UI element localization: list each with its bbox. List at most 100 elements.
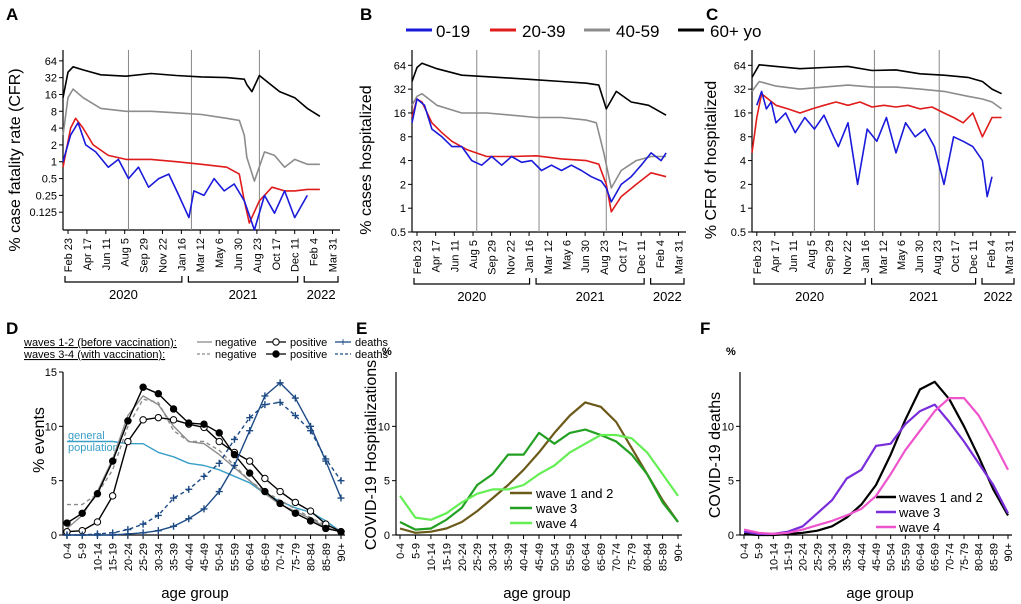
x-tick-label-d-5: 25-29 (138, 543, 150, 571)
year-label-c-1: 2021 (909, 289, 938, 304)
x-tick-label-a-10: Aug 23 (252, 238, 264, 273)
marker-d-4-16 (306, 517, 315, 525)
ylabel-e: COVID-19 Hospitalizations (363, 360, 380, 550)
x-tick-label-a-3: Aug 5 (120, 238, 132, 267)
x-tick-label-f-17: 85-89 (988, 543, 1000, 571)
year-bracket-b-0 (413, 278, 531, 285)
x-tick-label-d-11: 55-59 (229, 543, 241, 571)
x-tick-label-c-9: Jun 30 (914, 240, 926, 273)
marker-d-6-3 (109, 529, 117, 537)
marker-d-6-13 (261, 401, 269, 409)
marker-d-6-1 (78, 531, 86, 539)
marker-d-6-15 (291, 411, 299, 419)
marker-d-6-18 (337, 477, 345, 485)
x-tick-label-f-16: 80-84 (974, 543, 986, 571)
y-tick-label-c-7: 0.5 (731, 227, 746, 239)
marker-d-4-14 (276, 499, 284, 508)
y-tick-label-a-3: 8 (51, 106, 57, 118)
y-tick-label-c-2: 16 (734, 108, 746, 120)
series-line-f-2 (743, 397, 1009, 536)
marker-d-5-8 (185, 515, 193, 523)
series-line-d-0 (67, 440, 342, 533)
x-tick-label-e-10: 50-54 (549, 543, 561, 571)
x-tick-label-d-15: 75-79 (290, 543, 302, 571)
marker-d-4-15 (291, 509, 300, 517)
marker-d-3-13 (261, 474, 269, 483)
y-tick-label-a-9: 0.125 (29, 207, 57, 219)
x-tick-label-f-6: 30-34 (827, 543, 839, 571)
x-tick-label-a-4: Sep 29 (139, 238, 151, 273)
panel-letter-a: A (6, 5, 18, 24)
x-tick-label-b-11: Oct 17 (617, 240, 629, 272)
legend-label-0-19: 0-19 (436, 22, 470, 41)
y-tick-label-f-0: 0 (728, 530, 734, 542)
legend-d: waves 1-2 (before vaccination): waves 3-… (23, 335, 389, 361)
x-tick-label-b-13: Feb 4 (655, 240, 667, 268)
y-tick-label-a-0: 64 (45, 56, 57, 68)
series-line-a-3 (62, 121, 308, 231)
x-tick-label-f-12: 60-64 (915, 543, 927, 571)
y-tick-label-e-1: 5 (384, 476, 390, 488)
x-tick-label-e-17: 85-89 (658, 543, 670, 571)
legend-e-label-1: wave 1 and 2 (535, 486, 613, 501)
general-population-label-1: general (68, 430, 105, 442)
x-tick-label-e-18: 90+ (673, 543, 685, 562)
x-tick-label-d-17: 85-89 (321, 543, 333, 571)
x-tick-label-c-13: Feb 4 (986, 240, 998, 268)
x-tick-label-c-11: Oct 17 (950, 240, 962, 272)
legend-e-label-3: wave 4 (535, 516, 577, 531)
legend-d-deaths12-marker: + (339, 335, 346, 349)
x-tick-label-d-2: 10-14 (92, 543, 104, 571)
x-tick-label-e-11: 55-59 (565, 543, 577, 571)
x-tick-label-f-11: 55-59 (900, 543, 912, 571)
xlabel-d: age group (161, 585, 229, 602)
y-tick-label-c-0: 64 (734, 60, 746, 72)
legend-d-waves12: waves 1-2 (before vaccination): (23, 337, 177, 349)
legend-e: wave 1 and 2 wave 3 wave 4 (510, 486, 613, 531)
series-line-e-0 (399, 401, 679, 534)
marker-d-4-1 (78, 509, 86, 517)
x-tick-label-c-7: Mar 12 (878, 240, 890, 274)
x-tick-label-d-10: 50-54 (214, 543, 226, 571)
year-label-a-1: 2021 (229, 287, 258, 302)
x-tick-label-f-10: 50-54 (886, 543, 898, 571)
series-line-c-1 (751, 80, 1003, 110)
marker-d-5-11 (230, 461, 238, 469)
series-line-b-2 (411, 98, 667, 213)
unit-f: % (726, 346, 736, 358)
series-line-f-1 (743, 403, 1009, 536)
year-bracket-a-2 (303, 276, 339, 283)
x-tick-label-e-16: 80-84 (642, 543, 654, 571)
series-line-d-2 (67, 398, 342, 532)
x-tick-label-b-2: Jun 11 (449, 240, 461, 272)
x-tick-label-e-0: 0-4 (395, 543, 407, 559)
x-tick-label-e-4: 20-24 (457, 543, 469, 571)
marker-d-4-12 (245, 469, 254, 477)
x-tick-label-c-12: Dec 11 (968, 240, 980, 274)
year-label-b-2: 2022 (653, 289, 682, 304)
series-line-c-2 (751, 92, 1002, 154)
legend-d-neg12-label: negative (215, 337, 257, 349)
ylabel-a: % case fatality rate (CFR) (7, 68, 24, 251)
y-tick-label-b-2: 16 (394, 108, 406, 120)
marker-d-4-13 (261, 487, 269, 496)
y-tick-label-c-4: 4 (740, 156, 746, 168)
year-bracket-b-1 (535, 278, 645, 285)
legend-f-label-2: wave 3 (898, 505, 940, 520)
y-tick-label-c-1: 32 (734, 84, 746, 96)
x-tick-label-f-3: 15-19 (783, 543, 795, 571)
x-tick-label-e-2: 10-14 (426, 543, 438, 571)
x-tick-label-e-12: 60-64 (580, 543, 592, 571)
series-line-c-0 (751, 64, 1002, 95)
x-tick-label-a-8: May 6 (214, 238, 226, 268)
marker-d-6-12 (246, 414, 254, 422)
x-tick-label-f-8: 40-44 (856, 543, 868, 571)
y-tick-label-d-2: 10 (45, 421, 57, 433)
year-label-a-2: 2022 (307, 287, 336, 302)
x-tick-label-f-18: 90+ (1003, 543, 1015, 562)
y-tick-label-c-5: 2 (740, 179, 746, 191)
legend-d-deaths34-label: deaths (355, 349, 389, 361)
x-tick-label-e-14: 70-74 (611, 543, 623, 571)
marker-d-3-15 (291, 498, 300, 507)
y-tick-label-a-8: 0.25 (36, 190, 57, 202)
